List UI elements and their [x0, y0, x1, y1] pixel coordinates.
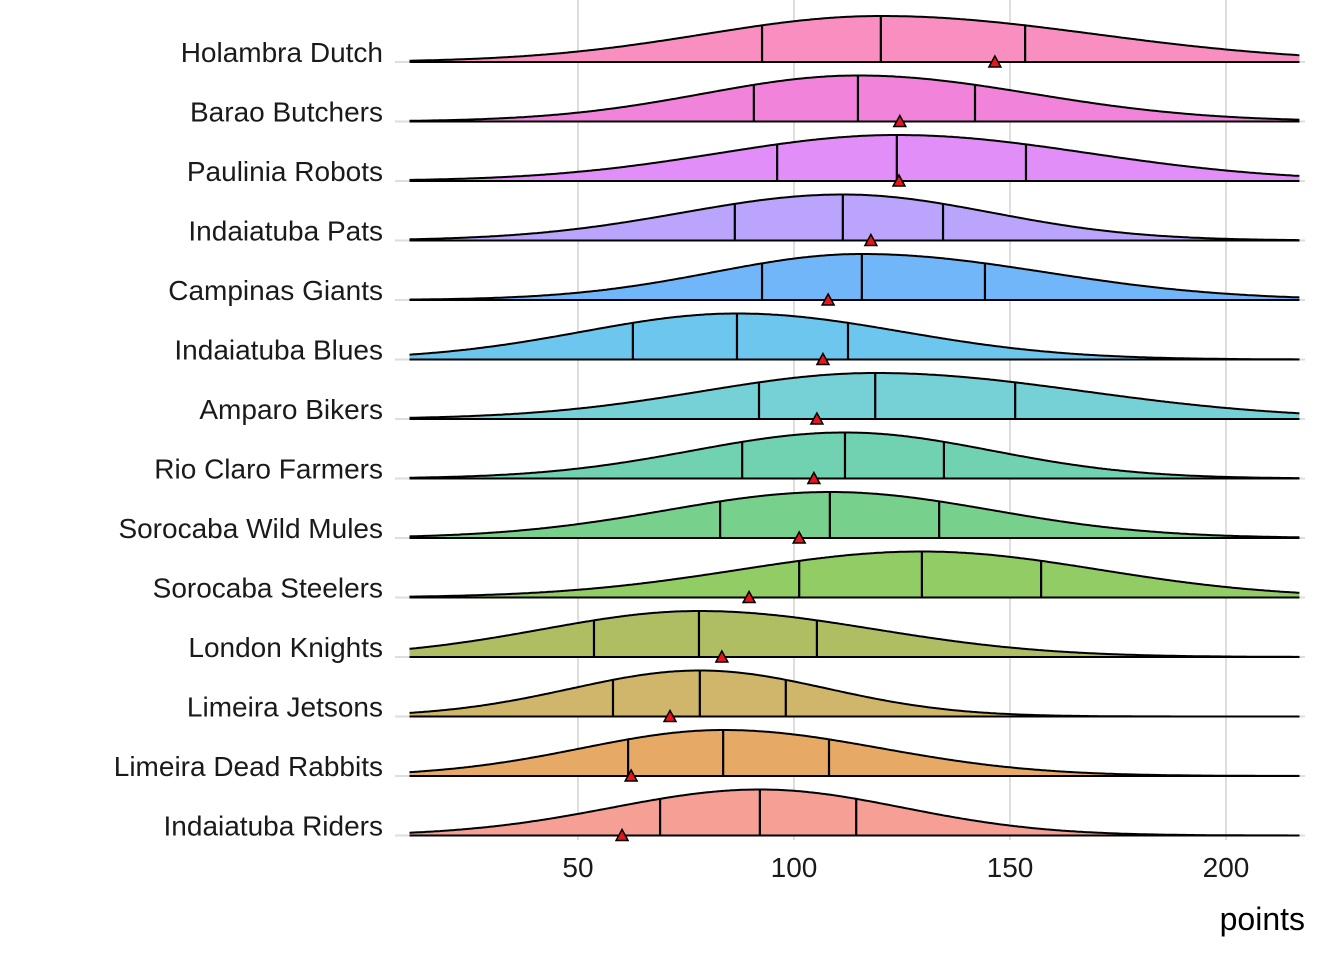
y-axis-label: Amparo Bikers — [199, 394, 383, 425]
marker-triangle — [891, 173, 907, 187]
density-outline — [409, 550, 1300, 598]
ridge-limeira-jetsons — [409, 669, 1300, 723]
density-outline — [409, 729, 1300, 777]
density-fill — [409, 16, 1300, 62]
ridges — [409, 15, 1300, 842]
y-axis-label: Barao Butchers — [190, 97, 383, 128]
y-axis-label: Sorocaba Wild Mules — [118, 513, 383, 544]
marker-triangle — [614, 827, 630, 842]
density-outline — [409, 610, 1300, 658]
x-axis-ticks: 50 100 150 200 — [562, 852, 1249, 883]
density-outline — [409, 193, 1300, 242]
y-axis-label: Holambra Dutch — [181, 37, 383, 68]
ridge-sorocaba-steelers — [409, 550, 1300, 604]
density-fill — [409, 730, 1300, 776]
x-tick-label: 50 — [562, 852, 593, 883]
x-axis-label: points — [1220, 901, 1305, 937]
density-fill — [409, 789, 1300, 836]
density-fill — [409, 313, 1300, 360]
density-fill — [409, 611, 1300, 657]
ridge-barao-butchers — [409, 74, 1300, 128]
ridge-campinas-giants — [409, 253, 1300, 306]
y-axis-label: Indaiatuba Pats — [188, 216, 383, 247]
ridge-indaiatuba-blues — [409, 312, 1300, 366]
y-axis-label: London Knights — [188, 632, 383, 663]
marker-triangle — [815, 351, 831, 366]
density-outline — [409, 491, 1300, 539]
ridge-paulinia-robots — [409, 134, 1300, 187]
marker-triangle — [791, 530, 807, 544]
density-outline — [409, 788, 1300, 837]
y-axis-label: Rio Claro Farmers — [154, 454, 383, 485]
y-axis-label: Limeira Jetsons — [187, 692, 383, 723]
density-outline — [409, 15, 1300, 62]
ridge-rio-claro-farmers — [409, 431, 1300, 485]
density-fill — [409, 194, 1300, 241]
marker-triangle — [863, 232, 879, 247]
y-axis-label: Campinas Giants — [168, 275, 383, 306]
density-fill — [409, 492, 1300, 538]
marker-triangle — [820, 292, 836, 306]
x-tick-label: 150 — [987, 852, 1034, 883]
density-outline — [409, 372, 1300, 419]
y-axis-label: Indaiatuba Blues — [174, 335, 383, 366]
marker-triangle — [806, 470, 822, 485]
y-axis-labels: Holambra Dutch Barao Butchers Paulinia Rob… — [114, 37, 383, 842]
marker-triangle — [623, 768, 639, 782]
density-outline — [409, 431, 1300, 480]
density-outline — [409, 253, 1300, 301]
ridge-london-knights — [409, 610, 1300, 663]
density-outline — [409, 312, 1300, 361]
marker-triangle — [714, 649, 730, 663]
marker-triangle — [892, 113, 908, 128]
marker-triangle — [987, 54, 1003, 68]
ridge-indaiatuba-pats — [409, 193, 1300, 247]
ridge-limeira-dead-rabbits — [409, 729, 1300, 782]
density-fill — [409, 254, 1300, 300]
ridge-amparo-bikers — [409, 372, 1300, 425]
y-axis-label: Limeira Dead Rabbits — [114, 751, 383, 782]
marker-triangle — [662, 708, 678, 723]
ridge-indaiatuba-riders — [409, 788, 1300, 842]
ridge-holambra-dutch — [409, 15, 1300, 68]
density-fill — [409, 551, 1300, 598]
y-axis-label: Paulinia Robots — [187, 156, 383, 187]
density-fill — [409, 670, 1300, 717]
x-tick-label: 100 — [771, 852, 818, 883]
marker-triangle — [809, 411, 825, 425]
x-tick-label: 200 — [1203, 852, 1250, 883]
y-axis-label: Indaiatuba Riders — [164, 811, 383, 842]
density-fill — [409, 75, 1300, 122]
ridge-sorocaba-wild-mules — [409, 491, 1300, 544]
marker-triangle — [741, 589, 757, 604]
y-axis-label: Sorocaba Steelers — [153, 573, 383, 604]
density-outline — [409, 74, 1300, 122]
density-fill — [409, 373, 1300, 419]
density-fill — [409, 432, 1300, 479]
density-fill — [409, 135, 1300, 181]
density-outline — [409, 134, 1300, 181]
